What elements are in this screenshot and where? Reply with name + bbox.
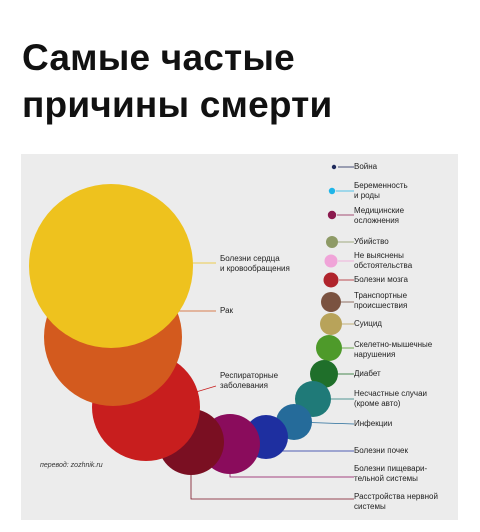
series-1-label-line-1: и роды bbox=[354, 191, 380, 200]
bubble-labels: Война Беременность и роды Медицинские осложн… bbox=[220, 162, 438, 511]
series-17-bubble bbox=[29, 184, 193, 348]
bubble-chart-svg: Война Беременность и роды Медицинские осложн… bbox=[29, 162, 438, 511]
series-10-label-line-1: (кроме авто) bbox=[354, 399, 401, 408]
bubble-chart: Война Беременность и роды Медицинские осложн… bbox=[21, 154, 458, 520]
series-17-label-line-0: Болезни сердца bbox=[220, 254, 280, 263]
page-title-line-1: Самые частые bbox=[22, 37, 295, 78]
page-title: Самые частые причины смерти bbox=[22, 34, 462, 128]
series-11-label: Инфекции bbox=[354, 419, 392, 428]
series-4-bubble bbox=[324, 254, 338, 268]
series-5-bubble bbox=[323, 272, 339, 288]
series-3-label: Убийство bbox=[354, 237, 389, 246]
series-2-label-line-1: осложнения bbox=[354, 216, 399, 225]
series-0-label-line-0: Война bbox=[354, 162, 378, 171]
series-14-label: Расстройства нервной системы bbox=[354, 492, 438, 511]
series-3-bubble bbox=[326, 236, 338, 248]
series-17-label-line-1: и кровообращения bbox=[220, 264, 290, 273]
series-7-label-line-0: Суицид bbox=[354, 319, 382, 328]
series-16-label-line-0: Рак bbox=[220, 306, 234, 315]
series-10-label: Несчастные случаи (кроме авто) bbox=[354, 389, 427, 408]
series-1-label: Беременность и роды bbox=[354, 181, 408, 200]
series-14-label-line-1: системы bbox=[354, 502, 386, 511]
series-1-label-line-0: Беременность bbox=[354, 181, 408, 190]
series-14-label-line-0: Расстройства нервной bbox=[354, 492, 438, 501]
series-4-label-line-1: обстоятельства bbox=[354, 261, 413, 270]
series-12-label: Болезни почек bbox=[354, 446, 408, 455]
series-2-bubble bbox=[327, 210, 337, 220]
series-11-label-line-0: Инфекции bbox=[354, 419, 392, 428]
series-3-label-line-0: Убийство bbox=[354, 237, 389, 246]
series-13-label-line-0: Болезни пищевари- bbox=[354, 464, 428, 473]
series-6-label-line-1: происшествия bbox=[354, 301, 407, 310]
series-1-bubble bbox=[328, 187, 336, 195]
series-8-label: Скелетно-мышечные нарушения bbox=[354, 340, 433, 359]
series-15-label: Респираторные заболевания bbox=[220, 371, 279, 390]
series-7-bubble bbox=[320, 313, 342, 335]
series-6-bubble bbox=[321, 292, 341, 312]
series-15-label-line-0: Респираторные bbox=[220, 371, 279, 380]
series-15-label-line-1: заболевания bbox=[220, 381, 268, 390]
series-16-label: Рак bbox=[220, 306, 234, 315]
credit-text: перевод: zozhnik.ru bbox=[40, 461, 103, 469]
series-4-label-line-0: Не выяснены bbox=[354, 251, 404, 260]
series-8-label-line-0: Скелетно-мышечные bbox=[354, 340, 433, 349]
series-5-label: Болезни мозга bbox=[354, 275, 409, 284]
series-8-bubble bbox=[316, 335, 342, 361]
series-2-label-line-0: Медицинские bbox=[354, 206, 405, 215]
series-2-label: Медицинские осложнения bbox=[354, 206, 405, 225]
page-title-line-2: причины смерти bbox=[22, 84, 333, 125]
series-9-label-line-0: Диабет bbox=[354, 369, 381, 378]
series-9-bubble bbox=[310, 360, 338, 388]
series-6-label-line-0: Транспортные bbox=[354, 291, 408, 300]
series-6-label: Транспортные происшествия bbox=[354, 291, 408, 310]
series-13-label-line-1: тельной системы bbox=[354, 474, 418, 483]
series-12-label-line-0: Болезни почек bbox=[354, 446, 408, 455]
series-4-label: Не выяснены обстоятельства bbox=[354, 251, 413, 270]
series-8-label-line-1: нарушения bbox=[354, 350, 395, 359]
series-7-label: Суицид bbox=[354, 319, 382, 328]
series-13-label: Болезни пищевари-тельной системы bbox=[354, 464, 428, 483]
series-10-label-line-0: Несчастные случаи bbox=[354, 389, 427, 398]
series-0-label: Война bbox=[354, 162, 378, 171]
series-5-label-line-0: Болезни мозга bbox=[354, 275, 409, 284]
series-17-label: Болезни сердца и кровообращения bbox=[220, 254, 290, 273]
series-9-label: Диабет bbox=[354, 369, 381, 378]
bubbles bbox=[29, 164, 342, 475]
series-0-bubble bbox=[331, 164, 337, 170]
